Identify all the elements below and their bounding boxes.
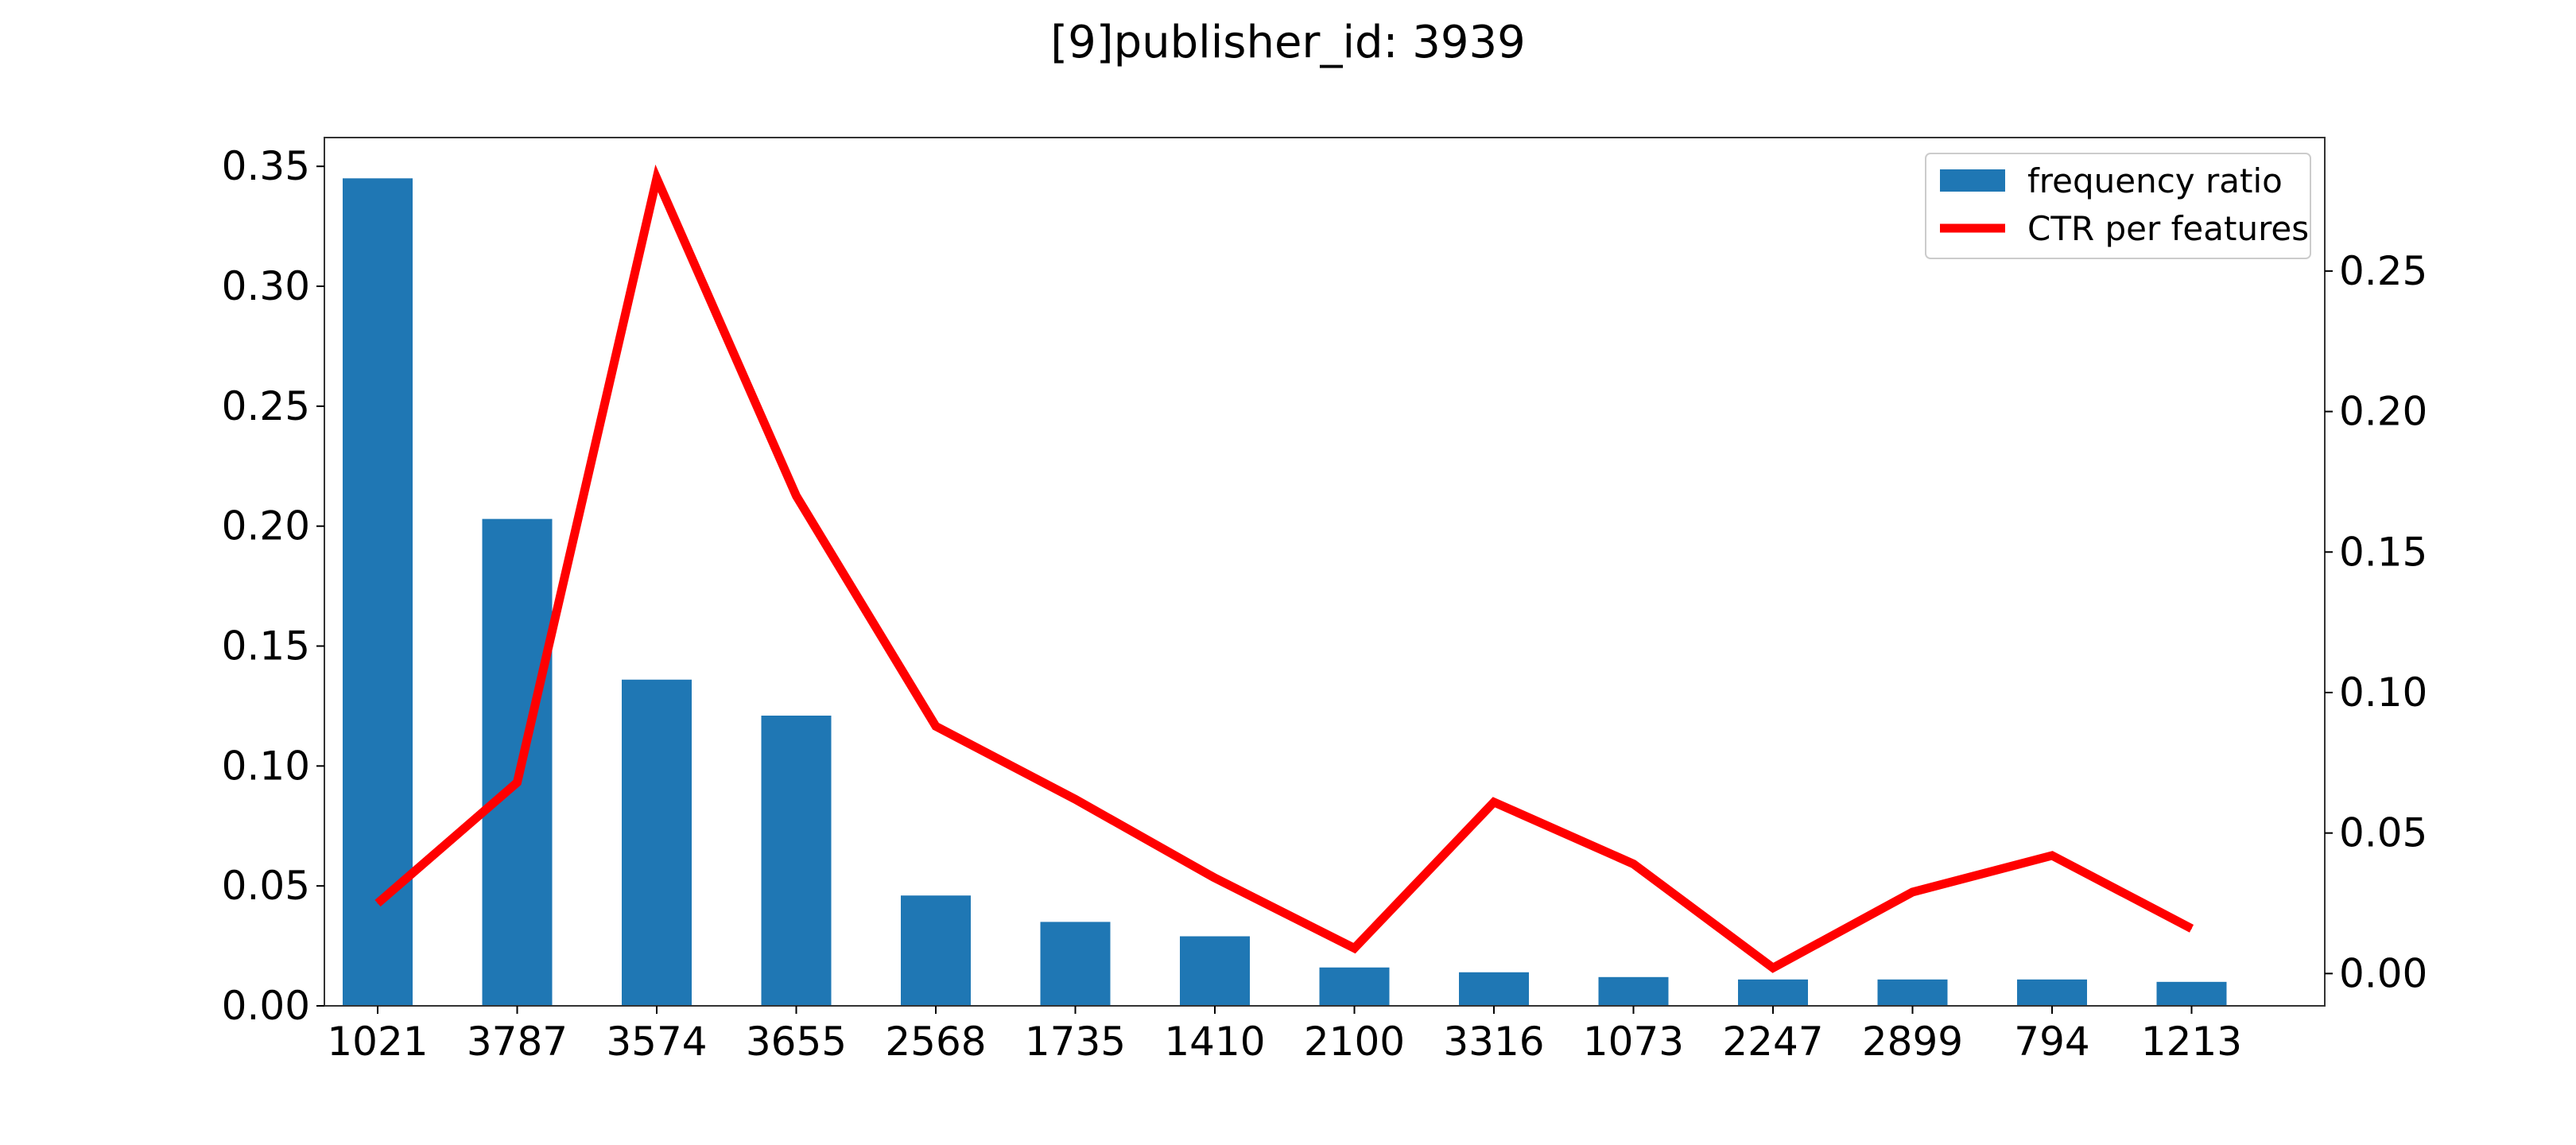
- y-left-tick-label: 0.05: [222, 863, 310, 909]
- plot-frame: [324, 137, 2326, 1007]
- x-axis: 1021 3787 3574 3655 2568 1735 1410 2100 3316 1073…: [327, 1006, 2242, 1065]
- bar-3574: [622, 679, 692, 1006]
- chart-title: [9]publisher_id: 3939: [1050, 17, 1525, 68]
- bar-1073: [1598, 976, 1669, 1006]
- bar-794: [2017, 979, 2087, 1006]
- x-tick-label: 1021: [327, 1019, 428, 1065]
- y-axis-right: 0.00 0.05 0.10 0.15 0.20 0.25: [2325, 248, 2427, 996]
- bar-2247: [1738, 979, 1808, 1006]
- ctr-point-794: [2051, 855, 2053, 856]
- ctr-line: [374, 164, 2194, 973]
- y-right-tick-label: 0.25: [2339, 248, 2427, 294]
- y-left-tick-label: 0.25: [222, 383, 310, 429]
- ctr-point-1735: [1075, 798, 1076, 800]
- x-tick-label: 1735: [1025, 1019, 1126, 1065]
- bar-2568: [901, 895, 971, 1006]
- y-left-tick-label: 0.15: [222, 623, 310, 670]
- y-right-tick-label: 0.00: [2339, 950, 2427, 996]
- bars-layer: [343, 178, 2227, 1007]
- bar-3316: [1459, 972, 1529, 1006]
- x-tick-label: 3655: [746, 1019, 847, 1065]
- x-tick-label: 2568: [885, 1019, 986, 1065]
- y-right-tick-label: 0.05: [2339, 810, 2427, 856]
- y-right-tick-label: 0.20: [2339, 389, 2427, 435]
- ctr-point-2899: [1912, 891, 1913, 893]
- x-tick-label: 3787: [467, 1019, 568, 1065]
- x-tick-label: 1213: [2141, 1019, 2242, 1065]
- bar-3787: [482, 518, 553, 1006]
- ctr-point-3655: [796, 495, 797, 497]
- legend: frequency ratio CTR per features: [1925, 153, 2311, 259]
- y-left-tick-label: 0.20: [222, 503, 310, 549]
- ctr-point-2100: [1354, 948, 1355, 949]
- legend-label-frequency-ratio: frequency ratio: [2027, 161, 2283, 200]
- x-tick-label: 794: [2014, 1019, 2089, 1065]
- y-left-tick-label: 0.10: [222, 743, 310, 789]
- x-tick-label: 3574: [606, 1019, 707, 1065]
- ctr-point-1213: [2191, 928, 2192, 930]
- y-right-tick-label: 0.10: [2339, 670, 2427, 716]
- y-left-tick-label: 0.30: [222, 263, 310, 309]
- bar-1735: [1040, 922, 1111, 1006]
- ctr-point-3574: [656, 177, 658, 179]
- x-tick-label: 3316: [1443, 1019, 1544, 1065]
- x-tick-label: 1410: [1164, 1019, 1265, 1065]
- bar-3655: [761, 715, 832, 1006]
- bar-1410: [1180, 936, 1250, 1006]
- y-right-tick-label: 0.15: [2339, 529, 2427, 575]
- bar-2100: [1319, 967, 1390, 1006]
- bar-1021: [343, 178, 413, 1007]
- ctr-point-3787: [517, 782, 518, 783]
- x-tick-label: 2247: [1722, 1019, 1823, 1065]
- ctr-point-2568: [935, 725, 937, 727]
- x-tick-label: 1073: [1583, 1019, 1684, 1065]
- y-left-tick-label: 0.35: [222, 143, 310, 189]
- legend-label-ctr-per-features: CTR per features: [2027, 209, 2309, 248]
- y-left-tick-label: 0.00: [222, 983, 310, 1029]
- bar-1213: [2156, 981, 2227, 1006]
- legend-swatch-frequency-ratio: [1940, 169, 2005, 192]
- x-tick-label: 2899: [1862, 1019, 1963, 1065]
- y-axis-left: 0.00 0.05 0.10 0.15 0.20 0.25 0.30 0.35: [222, 143, 324, 1029]
- legend-box: [1925, 153, 2311, 259]
- line-layer: [374, 164, 2194, 973]
- ctr-point-1410: [1214, 877, 1216, 879]
- x-tick-label: 2100: [1304, 1019, 1405, 1065]
- bar-2899: [1877, 979, 1948, 1006]
